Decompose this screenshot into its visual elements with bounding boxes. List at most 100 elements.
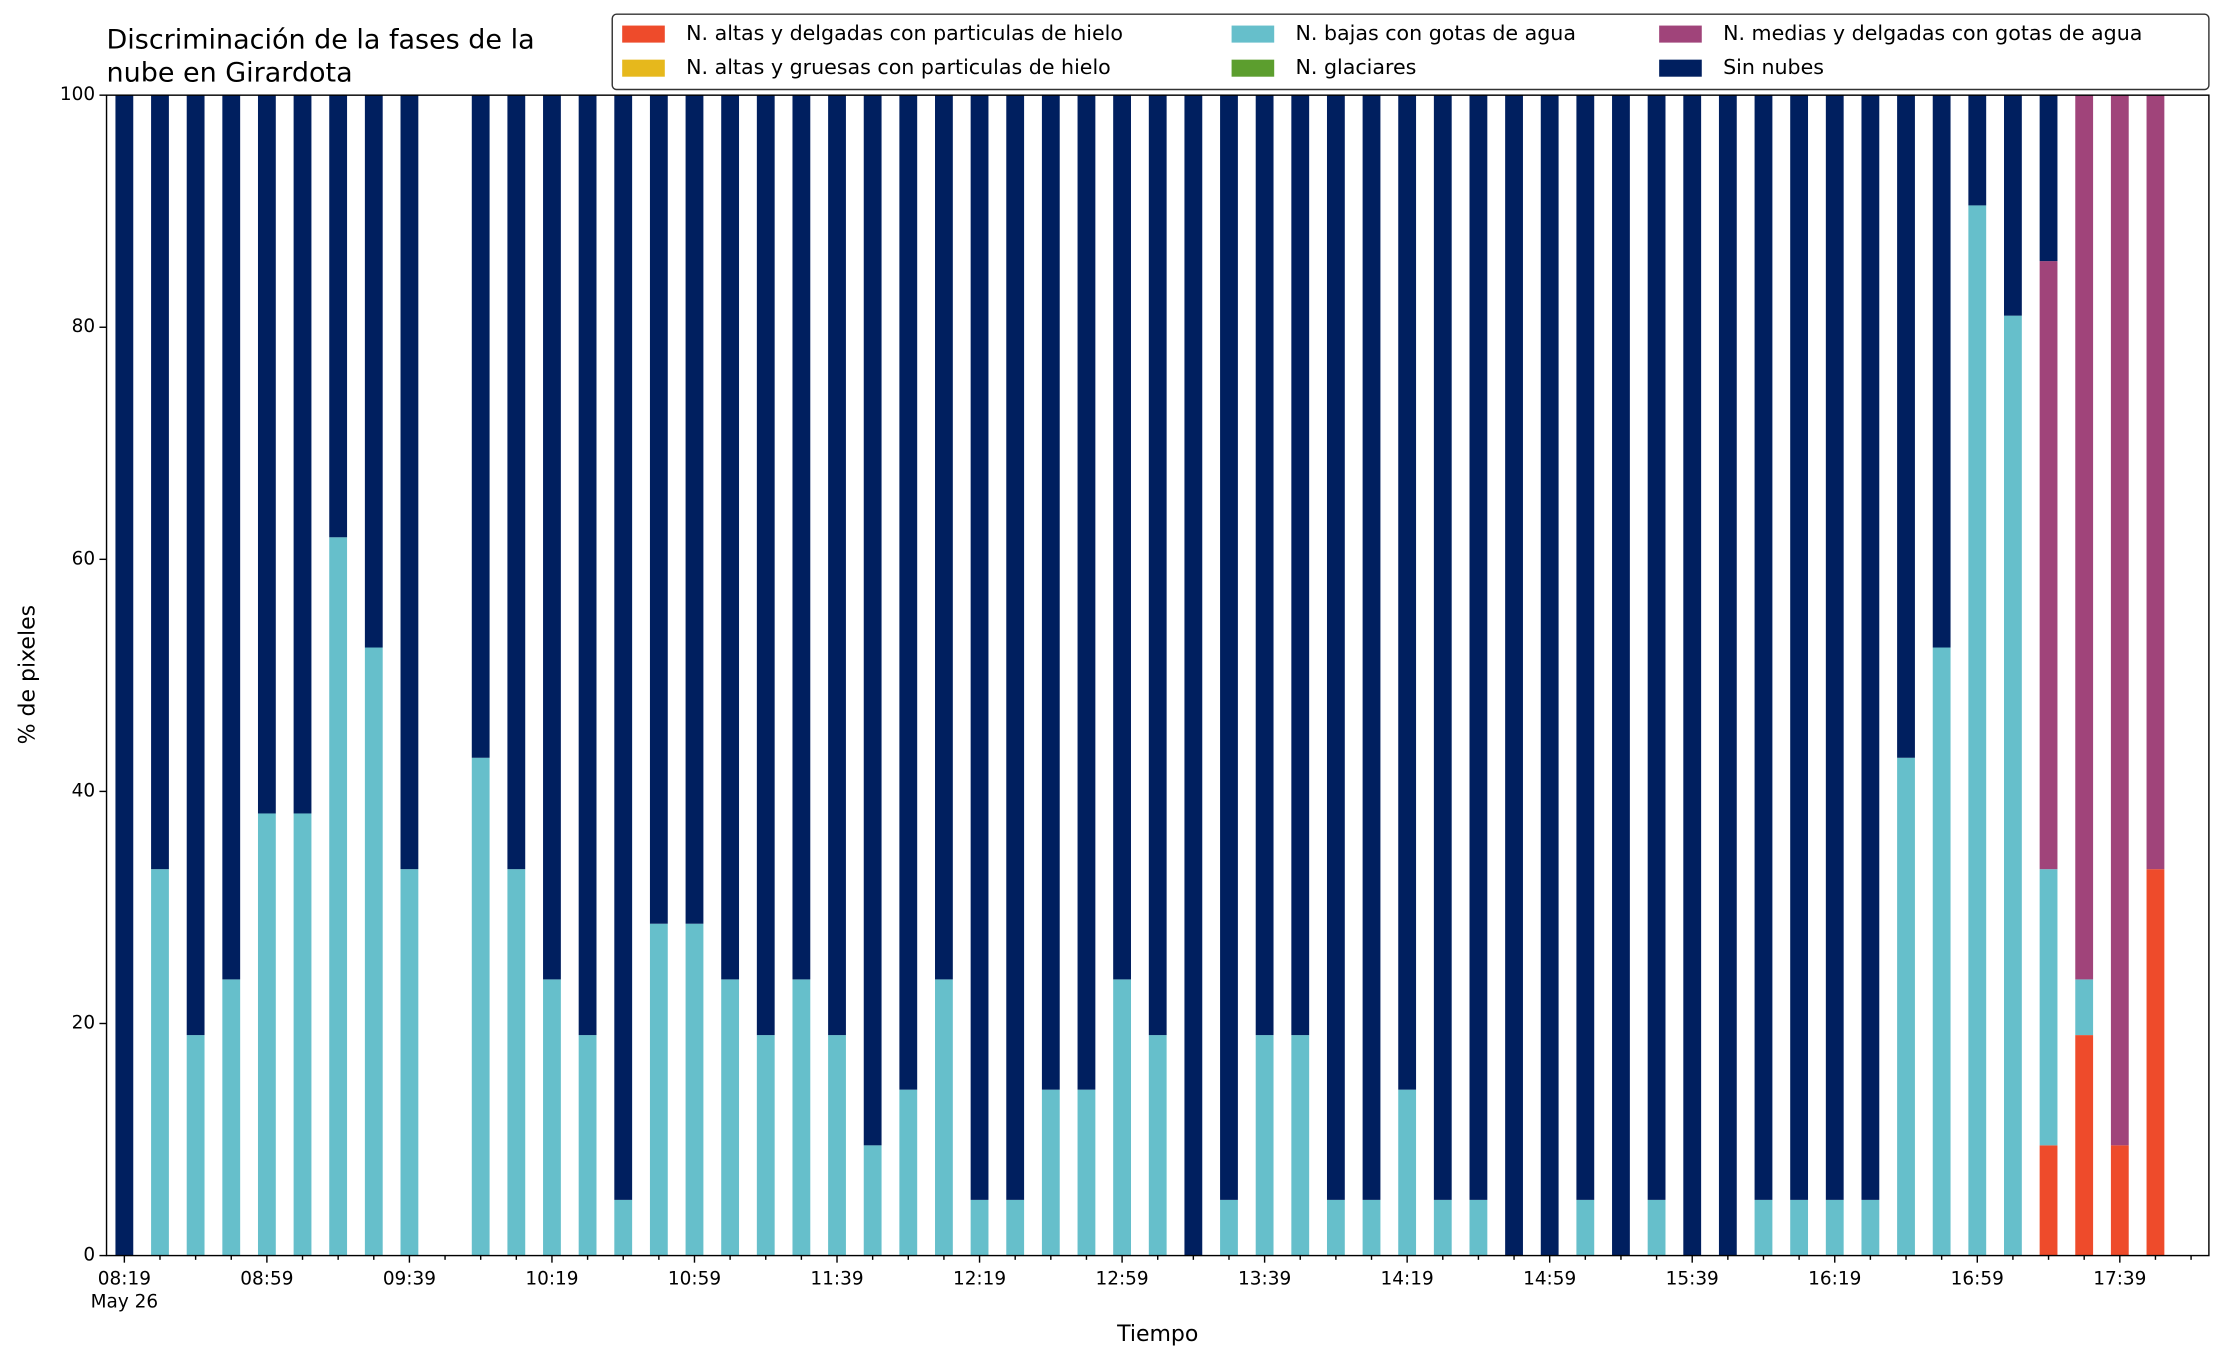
bar-segment bbox=[1113, 979, 1131, 1256]
bar-segment bbox=[329, 95, 348, 538]
bar-segment bbox=[899, 95, 918, 1090]
bar-segment bbox=[1113, 95, 1131, 980]
bar-segment bbox=[2110, 1145, 2129, 1256]
y-tick-label: 0 bbox=[83, 1245, 95, 1266]
bar-segment bbox=[1148, 1035, 1167, 1256]
bar-segment bbox=[400, 869, 419, 1256]
bar-segment bbox=[507, 95, 526, 870]
bar-segment bbox=[543, 979, 561, 1256]
bar-segment bbox=[151, 869, 169, 1256]
bar-segment bbox=[792, 979, 811, 1256]
bar-segment bbox=[828, 95, 846, 1036]
legend-label: N. bajas con gotas de agua bbox=[1296, 21, 1576, 45]
bar-segment bbox=[293, 813, 312, 1256]
x-tick-label: 10:59 bbox=[668, 1269, 721, 1290]
bar-segment bbox=[186, 95, 205, 1036]
bar-segment bbox=[1220, 95, 1238, 1200]
bar-segment bbox=[649, 923, 668, 1256]
x-tick-label: 15:39 bbox=[1666, 1269, 1719, 1290]
bar-segment bbox=[2110, 95, 2129, 1146]
bar-segment bbox=[2146, 869, 2165, 1256]
bar-segment bbox=[1540, 95, 1559, 1256]
bar-segment bbox=[970, 1199, 989, 1256]
x-tick-label: 08:59 bbox=[240, 1269, 293, 1290]
y-tick-label: 60 bbox=[72, 548, 95, 569]
bar-segment bbox=[828, 1035, 846, 1256]
bar-segment bbox=[1041, 1089, 1060, 1256]
bar-segment bbox=[756, 95, 775, 1036]
y-tick-label: 40 bbox=[72, 780, 95, 801]
bar-segment bbox=[1968, 205, 1987, 1256]
legend-box bbox=[611, 13, 2210, 91]
y-tick-label: 80 bbox=[72, 316, 95, 337]
bar-segment bbox=[1469, 95, 1488, 1200]
bar-segment bbox=[970, 95, 989, 1200]
legend-label: N. altas y gruesas con particulas de hie… bbox=[686, 55, 1111, 79]
bar-segment bbox=[1790, 95, 1809, 1200]
bar-segment bbox=[1647, 1199, 1666, 1256]
bar-segment bbox=[400, 95, 419, 870]
bar-segment bbox=[1897, 95, 1915, 758]
bar-segment bbox=[364, 647, 383, 1256]
bar-segment bbox=[1825, 95, 1844, 1200]
x-tick-label: 08:19 bbox=[98, 1269, 151, 1290]
bar-segment bbox=[685, 95, 704, 924]
bar-segment bbox=[151, 95, 169, 870]
bar-segment bbox=[115, 95, 134, 1256]
bar-segment bbox=[899, 1089, 918, 1256]
legend-swatch bbox=[622, 59, 665, 77]
bar-segment bbox=[1683, 95, 1702, 1256]
bar-segment bbox=[2075, 95, 2094, 980]
x-tick-label: 13:39 bbox=[1238, 1269, 1291, 1290]
chart-title: nube en Girardota bbox=[107, 57, 353, 88]
bar-segment bbox=[756, 1035, 775, 1256]
legend-label: N. glaciares bbox=[1296, 55, 1417, 79]
bar-segment bbox=[1041, 95, 1060, 1090]
bar-segment bbox=[1754, 95, 1773, 1200]
legend-swatch bbox=[622, 25, 665, 43]
bar-segment bbox=[863, 95, 882, 1146]
bar-segment bbox=[863, 1145, 882, 1256]
bar-segment bbox=[614, 95, 633, 1200]
bar-segment bbox=[1326, 95, 1345, 1200]
bar-segment bbox=[2039, 869, 2058, 1146]
y-axis-label: % de pixeles bbox=[15, 605, 40, 744]
x-tick-label: 16:19 bbox=[1808, 1269, 1861, 1290]
bar-segment bbox=[2004, 95, 2022, 316]
y-tick-label: 20 bbox=[72, 1012, 95, 1033]
chart-title: Discriminación de la fases de la bbox=[107, 25, 535, 56]
bar-segment bbox=[257, 813, 276, 1256]
bar-segment bbox=[1148, 95, 1167, 1036]
bar-segment bbox=[186, 1035, 205, 1256]
x-tick-label: 16:59 bbox=[1951, 1269, 2004, 1290]
bar-segment bbox=[792, 95, 811, 980]
bar-segment bbox=[1897, 757, 1915, 1256]
x-tick-label: 09:39 bbox=[383, 1269, 436, 1290]
bar-segment bbox=[1077, 1089, 1096, 1256]
bar-segment bbox=[1576, 1199, 1595, 1256]
bar-segment bbox=[2146, 95, 2165, 870]
legend-swatch bbox=[1659, 59, 1702, 77]
bar-segment bbox=[507, 869, 526, 1256]
bar-segment bbox=[222, 979, 241, 1256]
x-tick-label: 12:19 bbox=[953, 1269, 1006, 1290]
bar-segment bbox=[1861, 95, 1880, 1200]
bar-segment bbox=[649, 95, 668, 924]
bar-segment bbox=[935, 95, 953, 980]
legend-swatch bbox=[1231, 25, 1275, 43]
x-tick-label: 14:19 bbox=[1381, 1269, 1434, 1290]
bar-segment bbox=[1861, 1199, 1880, 1256]
bar-segment bbox=[1576, 95, 1595, 1200]
bar-segment bbox=[1006, 95, 1025, 1200]
x-axis-label: Tiempo bbox=[1116, 1322, 1198, 1347]
plot-frame bbox=[105, 94, 2210, 1257]
legend-swatch bbox=[1231, 59, 1275, 77]
bar-segment bbox=[1077, 95, 1096, 1090]
bar-segment bbox=[1433, 95, 1452, 1200]
bar-segment bbox=[578, 95, 597, 1036]
legend-label: Sin nubes bbox=[1723, 55, 1824, 79]
bar-segment bbox=[1469, 1199, 1488, 1256]
bar-segment bbox=[1932, 647, 1951, 1256]
legend-label: N. altas y delgadas con particulas de hi… bbox=[686, 21, 1123, 45]
